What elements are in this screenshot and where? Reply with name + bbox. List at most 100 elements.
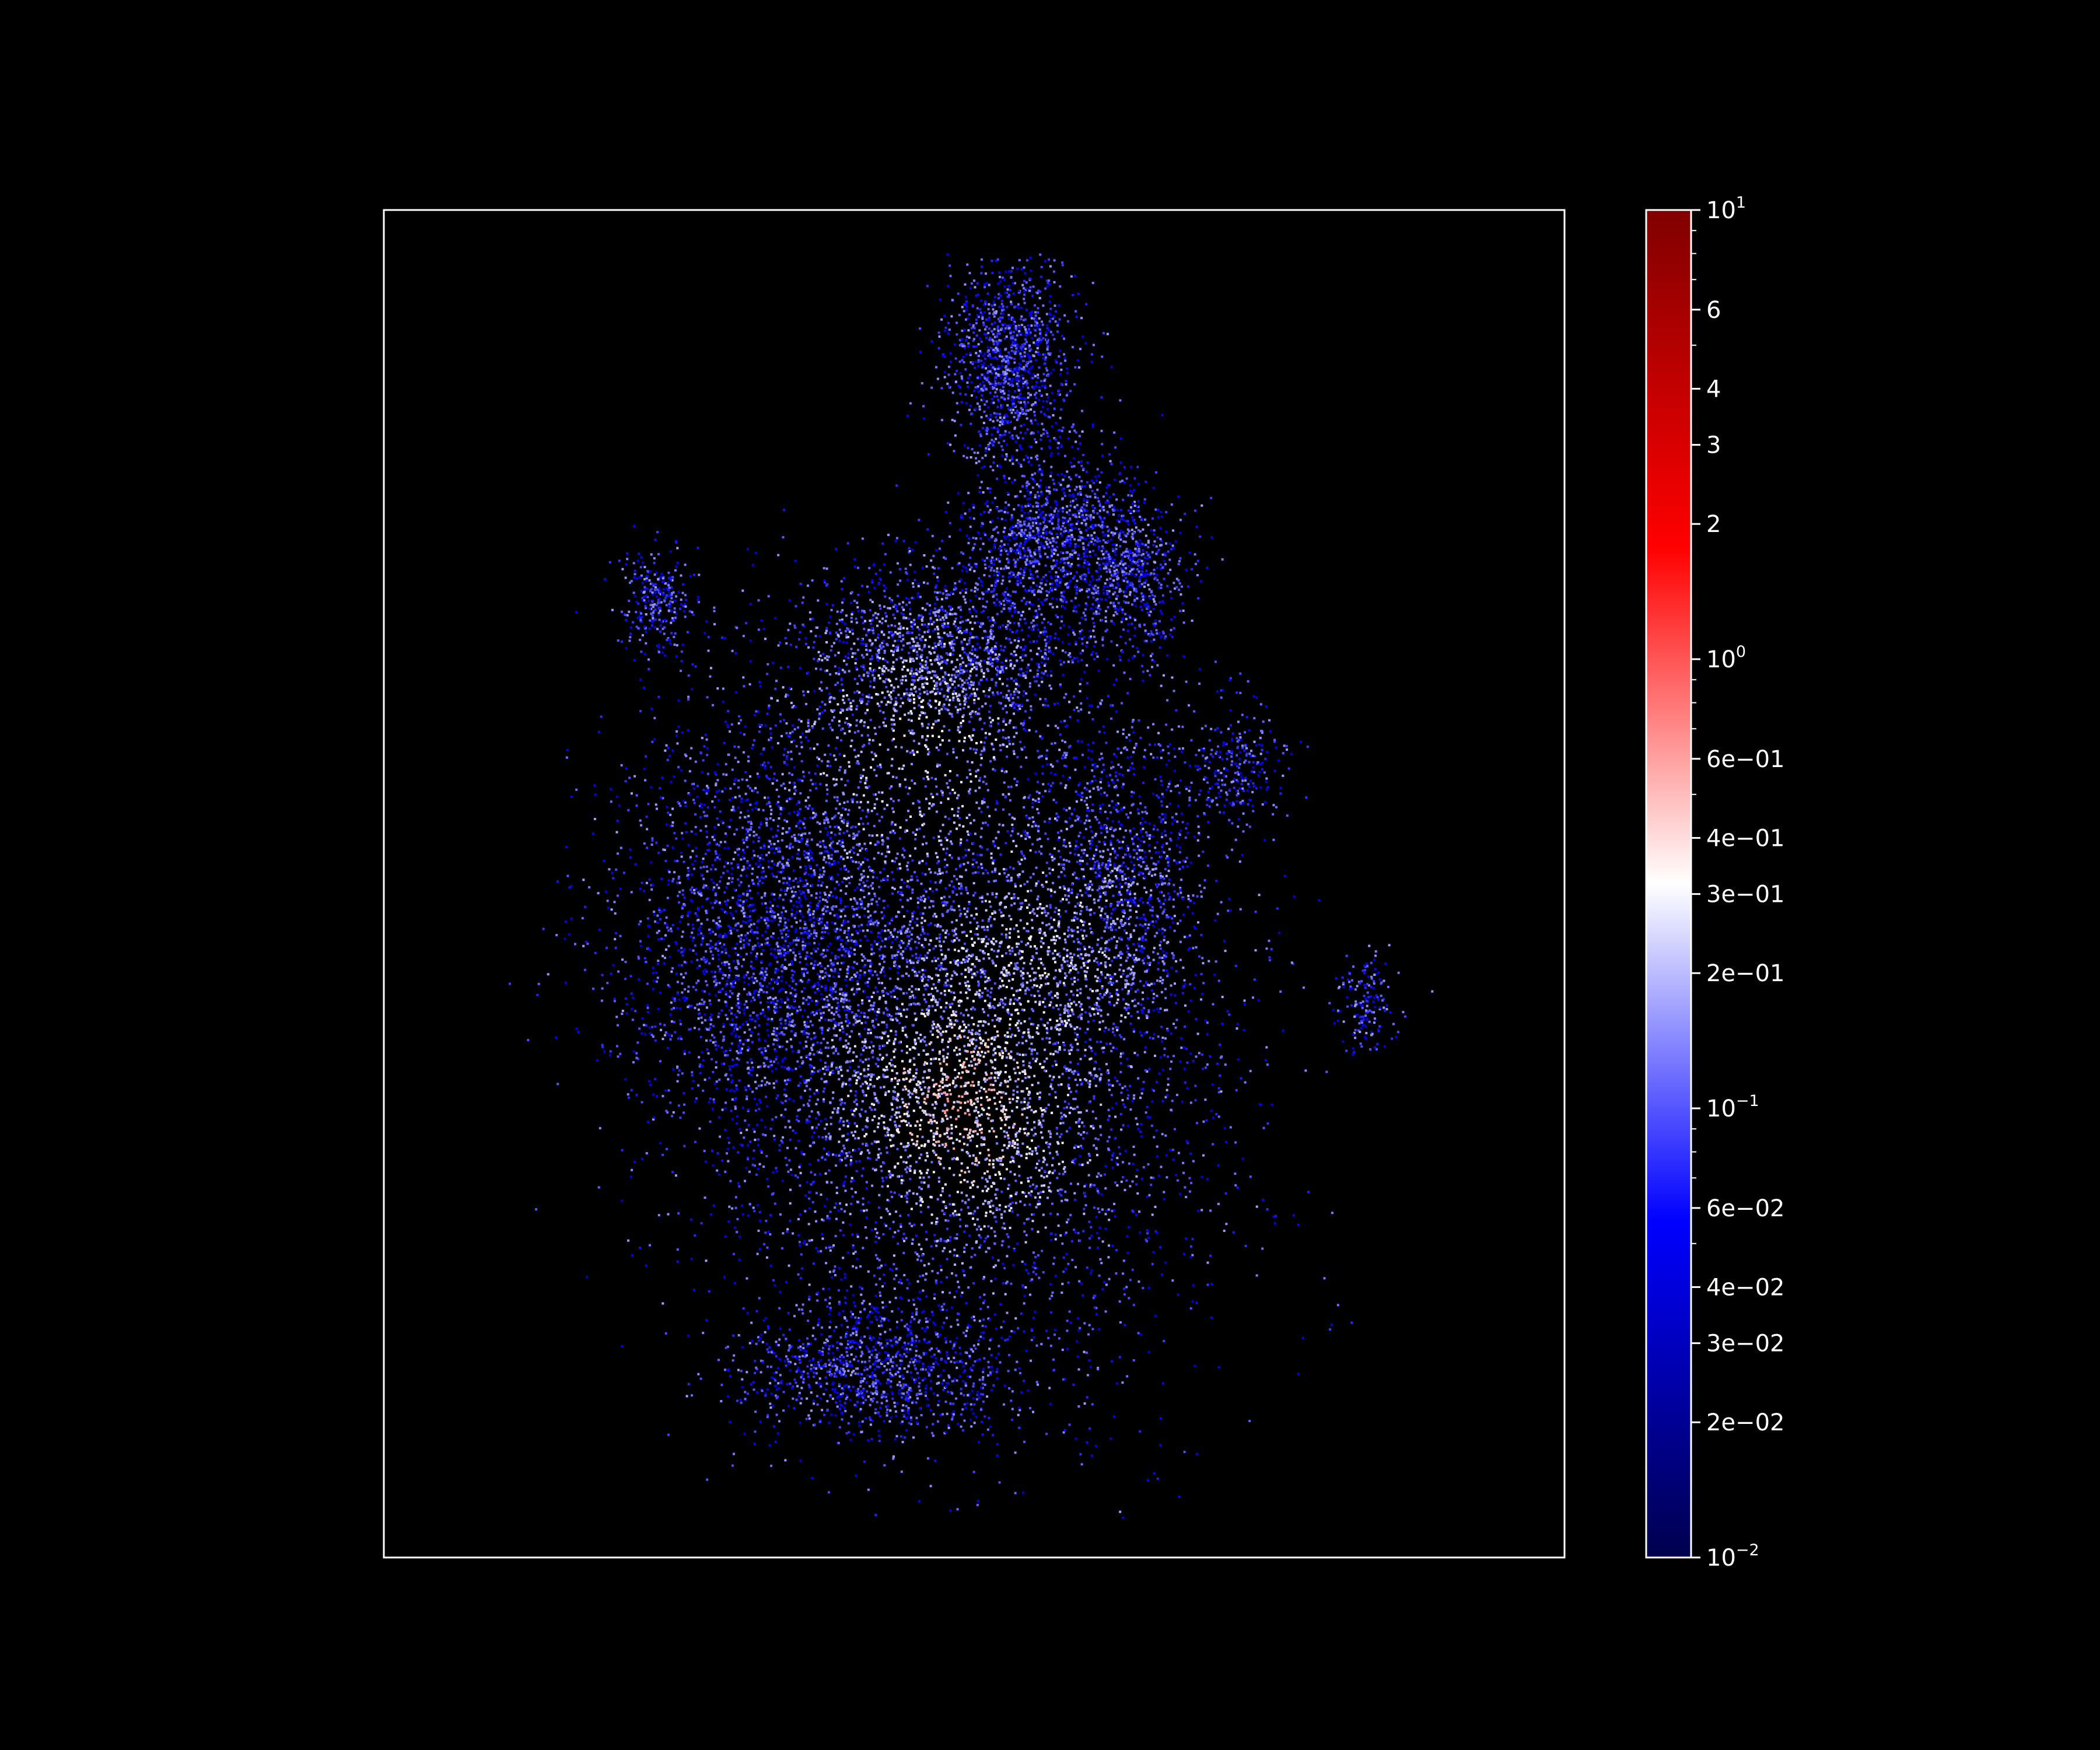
scatter-point [818,896,821,899]
scatter-point [866,1082,869,1085]
scatter-point [735,1084,738,1087]
scatter-point [991,647,993,650]
scatter-point [879,871,882,874]
scatter-point [1216,782,1219,785]
scatter-point [989,418,992,421]
scatter-point [756,1204,759,1207]
scatter-point [1144,810,1147,813]
scatter-point [811,783,814,786]
scatter-point [949,961,952,964]
scatter-point [1019,579,1022,582]
scatter-point [1040,984,1043,987]
scatter-point [652,610,655,612]
scatter-point [726,1345,729,1348]
scatter-point [975,802,978,804]
scatter-point [1204,1019,1207,1022]
scatter-point [1133,505,1136,507]
scatter-point [972,503,975,506]
scatter-point [1006,306,1009,309]
scatter-point [1138,1280,1140,1283]
scatter-point [941,1209,944,1212]
scatter-point [1127,816,1130,819]
scatter-point [873,727,876,729]
scatter-point [860,776,863,779]
scatter-point [1146,997,1149,999]
scatter-point [1140,542,1143,545]
scatter-point [1030,518,1032,521]
scatter-point [771,1070,774,1073]
scatter-point [892,1254,895,1257]
scatter-point [1042,907,1045,909]
scatter-point [1123,671,1126,674]
scatter-point [1032,1058,1034,1060]
scatter-point [945,662,948,665]
scatter-point [1185,680,1188,683]
scatter-point [757,599,760,602]
scatter-point [1068,1077,1070,1079]
scatter-point [1061,1073,1064,1076]
scatter-point [1019,363,1022,366]
scatter-point [969,404,972,407]
scatter-point [946,695,949,698]
scatter-point [883,1086,886,1088]
scatter-point [1174,587,1177,590]
scatter-point [1059,561,1062,564]
scatter-point [972,894,975,897]
scatter-point [894,1017,897,1020]
scatter-point [987,1374,989,1377]
scatter-point [1052,1262,1055,1265]
scatter-point [1047,1336,1050,1339]
scatter-point [914,1076,917,1079]
scatter-point [671,579,674,582]
scatter-point [982,872,985,875]
scatter-point [1003,593,1006,596]
scatter-point [787,864,790,867]
scatter-point [960,912,963,915]
scatter-point [862,664,865,667]
scatter-point [1056,473,1059,476]
scatter-point [915,875,918,878]
scatter-point [1152,997,1155,1000]
scatter-point [908,551,911,554]
scatter-point [940,1016,943,1019]
scatter-point [804,637,807,640]
scatter-point [1115,678,1118,681]
scatter-point [771,904,774,907]
scatter-point [1045,497,1048,500]
scatter-point [950,1124,953,1126]
scatter-point [705,738,708,741]
scatter-point [1202,982,1205,985]
scatter-point [855,666,858,669]
scatter-point [940,1194,942,1196]
scatter-point [774,1202,776,1205]
scatter-point [617,1024,619,1027]
scatter-point [1161,982,1164,985]
scatter-point [738,794,741,797]
scatter-point [962,1365,965,1368]
scatter-point [758,880,761,882]
scatter-point [709,928,712,931]
scatter-point [1127,769,1129,772]
scatter-point [820,1250,822,1252]
scatter-point [1161,630,1164,633]
scatter-point [909,656,912,659]
scatter-point [967,833,970,836]
scatter-point [936,1272,939,1275]
scatter-point [1066,949,1069,951]
scatter-point [913,675,916,678]
scatter-point [670,1020,673,1023]
scatter-point [862,622,864,624]
scatter-point [678,901,681,904]
scatter-point [1095,652,1098,655]
scatter-point [1119,1062,1122,1065]
scatter-point [811,986,813,989]
scatter-point [956,695,958,698]
scatter-point [842,698,844,701]
scatter-point [971,976,974,979]
scatter-point [1164,1009,1167,1012]
scatter-point [718,1116,720,1119]
scatter-point [1214,660,1217,663]
scatter-point [1019,444,1021,447]
scatter-point [880,946,883,948]
scatter-point [1234,838,1237,841]
